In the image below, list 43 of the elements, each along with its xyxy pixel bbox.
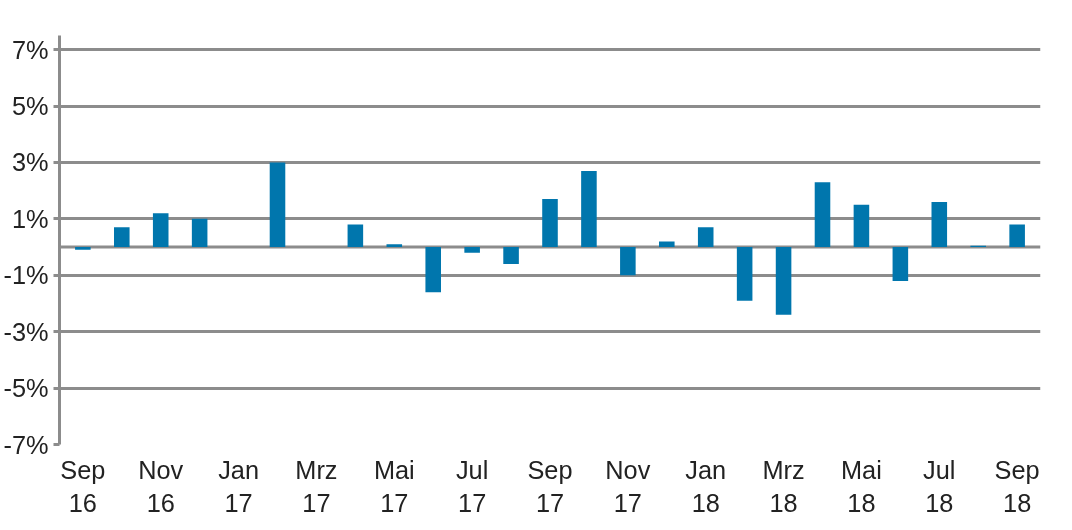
bar xyxy=(620,247,636,276)
bar xyxy=(425,247,441,293)
x-tick-label: Nov 16 xyxy=(138,455,184,518)
bar xyxy=(191,218,208,248)
x-tick-label: Jan 17 xyxy=(218,455,259,518)
x-tick-label: Sep 17 xyxy=(527,455,573,518)
x-tick-label: Mai 18 xyxy=(841,455,882,518)
x-tick-label: Sep 16 xyxy=(60,455,106,518)
x-tick-label: Nov 17 xyxy=(605,455,651,518)
bar xyxy=(503,247,519,264)
y-tick-label: -1% xyxy=(3,261,49,290)
bar xyxy=(386,244,403,248)
x-tick-label: Sep 18 xyxy=(994,455,1040,518)
x-tick-label: Jan 18 xyxy=(685,455,727,518)
x-tick-label: Jul 17 xyxy=(455,455,489,518)
bar xyxy=(464,247,480,253)
y-tick-label: -7% xyxy=(3,430,49,459)
bar xyxy=(659,241,675,248)
x-tick-label: Mrz 18 xyxy=(762,455,805,518)
bar xyxy=(697,227,714,248)
bar xyxy=(853,204,870,248)
bar xyxy=(736,247,753,301)
x-tick-label: Mai 17 xyxy=(373,455,415,518)
y-tick-label: 3% xyxy=(11,148,49,177)
bar xyxy=(75,247,91,250)
y-tick-label: 1% xyxy=(11,204,49,233)
bar xyxy=(581,170,597,248)
x-tick-label: Jul 18 xyxy=(923,455,956,518)
bar xyxy=(114,227,130,248)
bar xyxy=(892,247,909,281)
bar xyxy=(269,162,286,248)
bar xyxy=(542,199,558,248)
bar xyxy=(1009,224,1025,248)
y-tick-label: -5% xyxy=(3,374,49,403)
bar xyxy=(347,224,364,248)
bar xyxy=(152,213,169,248)
y-tick-label: -3% xyxy=(3,317,49,346)
bar xyxy=(931,201,948,248)
y-tick-label: 7% xyxy=(11,35,49,64)
y-tick-label: 5% xyxy=(11,92,49,121)
bar xyxy=(775,247,792,315)
x-tick-label: Mrz 17 xyxy=(295,455,338,518)
bar xyxy=(814,182,831,248)
